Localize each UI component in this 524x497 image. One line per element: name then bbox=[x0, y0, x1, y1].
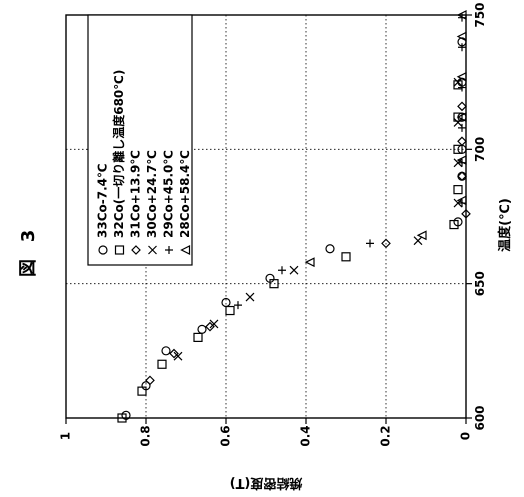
series-diamond bbox=[145, 101, 471, 386]
plus-point bbox=[458, 123, 466, 132]
figure-number: 3 bbox=[18, 230, 39, 243]
square-point bbox=[225, 305, 235, 316]
x-axis-title: 温度(℃) bbox=[497, 198, 513, 252]
y-tick-label: 1 bbox=[59, 432, 73, 440]
series-triangle bbox=[304, 10, 467, 268]
plot-frame bbox=[65, 14, 467, 419]
plus-point bbox=[278, 266, 286, 275]
x-point bbox=[289, 265, 299, 275]
legend-x-icon bbox=[148, 245, 157, 255]
x-point bbox=[413, 236, 423, 246]
y-axis-title: 焼結密度(T) bbox=[230, 475, 303, 491]
diamond-point bbox=[145, 375, 155, 386]
triangle-point bbox=[456, 155, 467, 166]
x-point bbox=[209, 319, 219, 329]
legend: 33Co-7.4℃ 32Co(一切り離し温度680℃) 31Co+13.9℃ 30Co… bbox=[87, 14, 193, 266]
plus-point bbox=[234, 301, 242, 310]
x-point bbox=[173, 351, 183, 361]
triangle-point bbox=[456, 195, 467, 206]
legend-plus-icon bbox=[165, 246, 173, 254]
series-x bbox=[173, 77, 463, 361]
y-tick-label: 0 bbox=[459, 432, 473, 440]
square-point bbox=[449, 219, 459, 230]
circle-point bbox=[457, 171, 467, 181]
legend-label: 31Co+13.9℃ bbox=[129, 150, 143, 238]
x-tick-label: 700 bbox=[473, 137, 487, 162]
triangle-point bbox=[416, 230, 427, 241]
triangle-point bbox=[456, 71, 467, 82]
plus-point bbox=[458, 43, 466, 52]
legend-circle-icon bbox=[98, 245, 108, 255]
x-point bbox=[453, 77, 463, 87]
square-point bbox=[453, 112, 463, 122]
diamond-point bbox=[169, 348, 179, 359]
circle-point bbox=[197, 324, 207, 334]
x-tick-label: 600 bbox=[473, 405, 487, 430]
diamond-point bbox=[457, 136, 467, 147]
square-point bbox=[117, 413, 127, 423]
y-tick-label: 0.4 bbox=[299, 425, 313, 446]
diamond-point bbox=[381, 238, 391, 249]
square-point bbox=[269, 279, 279, 289]
circle-point bbox=[325, 244, 335, 254]
square-point bbox=[193, 332, 203, 342]
square-point bbox=[157, 359, 167, 369]
legend-triangle-icon bbox=[180, 245, 191, 255]
square-point bbox=[453, 144, 463, 154]
diamond-point bbox=[461, 208, 471, 219]
x-point bbox=[245, 292, 255, 302]
diamond-point bbox=[205, 321, 215, 332]
series-plus bbox=[234, 13, 466, 310]
triangle-point bbox=[456, 31, 467, 42]
diamond-point bbox=[457, 101, 467, 112]
legend-label: 29Co+45.0℃ bbox=[162, 150, 176, 238]
plus-point bbox=[458, 83, 466, 92]
square-point bbox=[137, 386, 147, 396]
square-point bbox=[453, 185, 463, 195]
legend-label: 32Co(一切り離し温度680℃) bbox=[111, 70, 126, 238]
x-tick-label: 650 bbox=[473, 271, 487, 296]
triangle-point bbox=[304, 257, 315, 268]
legend-label: 30Co+24.7℃ bbox=[145, 150, 159, 238]
plus-point bbox=[366, 239, 374, 248]
legend-label: 28Co+58.4℃ bbox=[178, 150, 192, 238]
legend-diamond-icon bbox=[131, 245, 141, 255]
diamond-point bbox=[457, 171, 467, 182]
triangle-point bbox=[456, 10, 467, 20]
y-tick-label: 0.6 bbox=[219, 425, 233, 446]
y-tick-label: 0.2 bbox=[379, 425, 393, 446]
legend-box bbox=[87, 14, 193, 266]
triangle-point bbox=[456, 112, 467, 123]
legend-square-icon bbox=[114, 245, 125, 255]
data-markers bbox=[117, 10, 471, 423]
x-tick-label: 750 bbox=[473, 2, 487, 27]
figure-label: 図 bbox=[18, 259, 39, 277]
square-point bbox=[341, 252, 351, 262]
legend-label: 33Co-7.4℃ bbox=[96, 163, 110, 238]
y-tick-label: 0.8 bbox=[139, 425, 153, 446]
x-point bbox=[453, 118, 463, 127]
circle-point bbox=[161, 346, 171, 356]
axis-ticks: 600 650 700 750 0 0.2 0.4 0.6 0.8 1 bbox=[59, 2, 488, 446]
